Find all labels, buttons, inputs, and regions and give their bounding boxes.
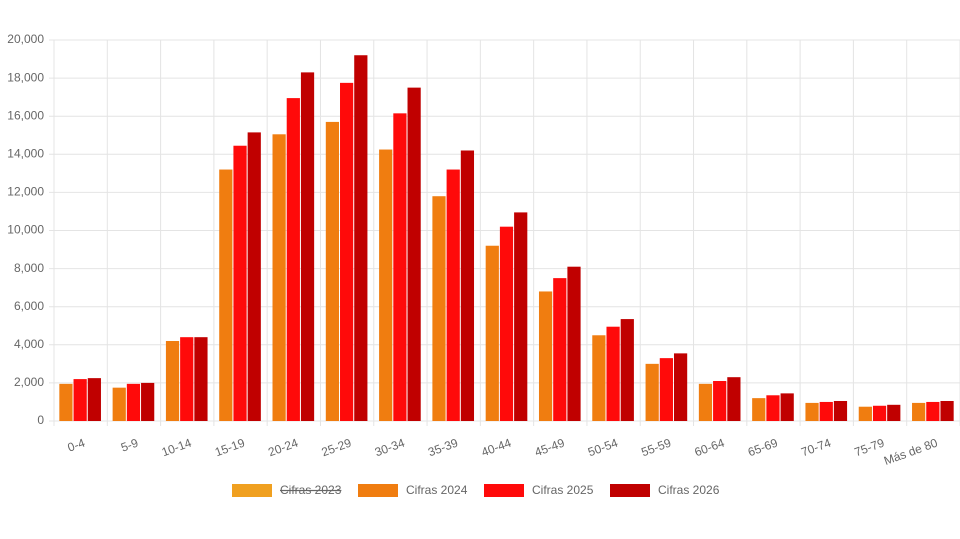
legend-swatch[interactable] — [232, 484, 272, 497]
x-tick-label: 65-69 — [746, 436, 780, 460]
x-tick-label: 20-24 — [266, 436, 300, 460]
bar — [393, 113, 407, 421]
bar — [766, 395, 780, 421]
bar — [805, 402, 819, 421]
legend-label[interactable]: Cifras 2025 — [532, 483, 594, 497]
y-tick-label: 0 — [37, 413, 44, 427]
bar — [325, 121, 340, 421]
x-tick-label: 70-74 — [799, 436, 833, 460]
bar — [819, 401, 833, 421]
bar — [485, 245, 499, 421]
bar — [379, 149, 393, 421]
bar — [940, 400, 954, 421]
y-tick-label: 20,000 — [7, 32, 44, 46]
bar — [165, 340, 180, 421]
bar — [698, 383, 713, 421]
bar — [59, 383, 73, 421]
y-tick-label: 12,000 — [7, 185, 44, 199]
x-tick-label: 0-4 — [66, 436, 87, 455]
bar — [872, 405, 887, 421]
bar — [407, 87, 421, 421]
y-tick-label: 6,000 — [14, 299, 44, 313]
legend-label[interactable]: Cifras 2023 — [280, 483, 342, 497]
bar — [219, 169, 233, 421]
x-tick-label: 35-39 — [426, 436, 460, 460]
bar — [752, 398, 766, 421]
bar — [194, 337, 208, 421]
bar — [780, 393, 794, 421]
bar — [858, 406, 872, 421]
bar — [553, 278, 567, 421]
x-tick-label: 55-59 — [639, 436, 673, 460]
bar — [673, 353, 688, 421]
y-tick-label: 16,000 — [7, 108, 44, 122]
bar — [912, 402, 926, 421]
legend-swatch[interactable] — [358, 484, 398, 497]
x-tick-label: 10-14 — [160, 436, 194, 460]
bar — [727, 377, 741, 421]
bar — [713, 380, 727, 421]
bar — [606, 326, 620, 421]
bar — [432, 196, 446, 421]
bar — [645, 363, 659, 421]
x-tick-label: 60-64 — [693, 436, 727, 460]
x-tick-label: 30-34 — [373, 436, 407, 460]
x-tick-label: 50-54 — [586, 436, 620, 460]
y-tick-label: 14,000 — [7, 146, 44, 160]
bar — [233, 145, 247, 422]
bar — [620, 319, 634, 421]
bar — [460, 150, 475, 422]
y-tick-label: 18,000 — [7, 70, 44, 84]
bar — [567, 266, 581, 421]
x-tick-label: Más de 80 — [882, 436, 940, 468]
bar — [112, 387, 126, 421]
x-tick-label: 5-9 — [119, 436, 140, 455]
legend-label[interactable]: Cifras 2026 — [658, 483, 720, 497]
bar — [247, 132, 261, 421]
bar — [354, 55, 368, 422]
y-tick-label: 10,000 — [7, 223, 44, 237]
bar — [300, 72, 315, 421]
bar — [833, 400, 848, 421]
bar — [538, 291, 553, 421]
x-tick-label: 25-29 — [320, 436, 354, 460]
bar — [592, 335, 606, 421]
bar — [514, 212, 528, 421]
bar — [286, 98, 300, 421]
bar — [180, 337, 194, 421]
bar — [499, 226, 514, 421]
bar — [659, 358, 673, 421]
bar — [272, 134, 286, 422]
legend-label[interactable]: Cifras 2024 — [406, 483, 468, 497]
bar — [73, 379, 87, 421]
y-tick-label: 4,000 — [14, 337, 44, 351]
x-tick-label: 40-44 — [479, 436, 513, 460]
bar — [926, 401, 940, 421]
bar — [141, 382, 155, 421]
y-tick-label: 2,000 — [14, 375, 44, 389]
bar — [887, 404, 901, 421]
legend-swatch[interactable] — [610, 484, 650, 497]
x-tick-label: 45-49 — [533, 436, 567, 460]
bar — [126, 383, 141, 421]
bar — [446, 169, 460, 421]
bar — [340, 82, 354, 422]
y-tick-label: 8,000 — [14, 261, 44, 275]
legend-swatch[interactable] — [484, 484, 524, 497]
x-tick-label: 15-19 — [213, 436, 247, 460]
bar — [87, 378, 101, 421]
